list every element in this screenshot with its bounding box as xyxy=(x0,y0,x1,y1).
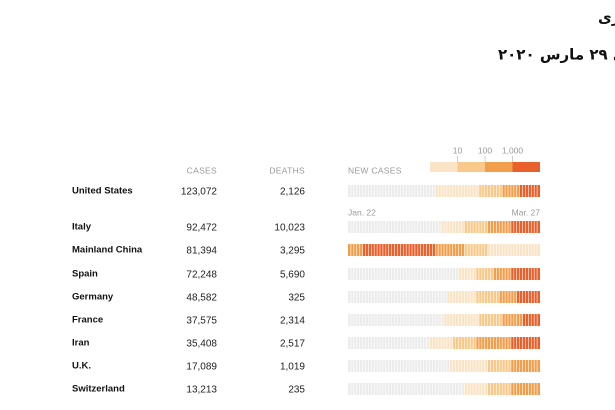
deaths: 2,126 xyxy=(280,187,305,198)
country: Switzerland xyxy=(72,384,125,395)
cases: 13,213 xyxy=(186,385,217,396)
title-line: عدد الإصابات بفيروس كورونا المستجد والوف… xyxy=(598,9,615,27)
deaths: 325 xyxy=(288,293,305,304)
country: Italy xyxy=(72,222,92,233)
cases: 37,575 xyxy=(186,316,217,327)
cases: 72,248 xyxy=(186,270,217,281)
legend-label: 100 xyxy=(478,145,492,155)
new-cases-segment xyxy=(362,244,436,256)
deaths: 5,690 xyxy=(280,270,305,281)
legend-swatch xyxy=(457,162,485,172)
legend-swatch xyxy=(512,162,540,172)
column-header: CASES xyxy=(187,165,217,175)
date-label: Mar. 27 xyxy=(512,207,541,217)
new-cases-segment xyxy=(502,314,523,326)
new-cases-segment xyxy=(348,360,450,372)
new-cases-segment xyxy=(348,244,363,256)
new-cases-segment xyxy=(435,185,479,197)
legend-label: 1,000 xyxy=(502,145,524,155)
country: France xyxy=(72,315,103,326)
deaths: 10,023 xyxy=(274,223,305,234)
country: Iran xyxy=(72,338,90,349)
country: Spain xyxy=(72,269,98,280)
cases: 92,472 xyxy=(186,223,217,234)
cases: 123,072 xyxy=(181,187,218,198)
country: Mainland China xyxy=(72,245,143,256)
cases: 17,089 xyxy=(186,362,217,373)
country: U.K. xyxy=(72,361,91,372)
deaths: 235 xyxy=(288,385,305,396)
deaths: 2,517 xyxy=(280,339,305,350)
cases: 48,582 xyxy=(186,293,217,304)
deaths: 2,314 xyxy=(280,316,305,327)
legend-label: 10 xyxy=(453,145,463,155)
new-cases-segment xyxy=(449,360,488,372)
deaths: 3,295 xyxy=(280,246,305,257)
cases: 35,408 xyxy=(186,339,217,350)
title-line: وفقًا لإحصاءات صحيفة "نيويورك تايمز" حتى… xyxy=(498,45,615,63)
legend-swatch xyxy=(485,162,513,172)
country: Germany xyxy=(72,292,114,303)
cases: 81,394 xyxy=(186,246,217,257)
column-header: DEATHS xyxy=(269,165,305,175)
new-cases-segment xyxy=(519,185,540,197)
date-label: Jan. 22 xyxy=(348,207,376,217)
deaths: 1,019 xyxy=(280,362,305,373)
legend-swatch xyxy=(430,162,458,172)
new-cases-segment xyxy=(348,314,444,326)
country: United States xyxy=(72,186,133,197)
column-header: NEW CASES xyxy=(348,165,402,175)
